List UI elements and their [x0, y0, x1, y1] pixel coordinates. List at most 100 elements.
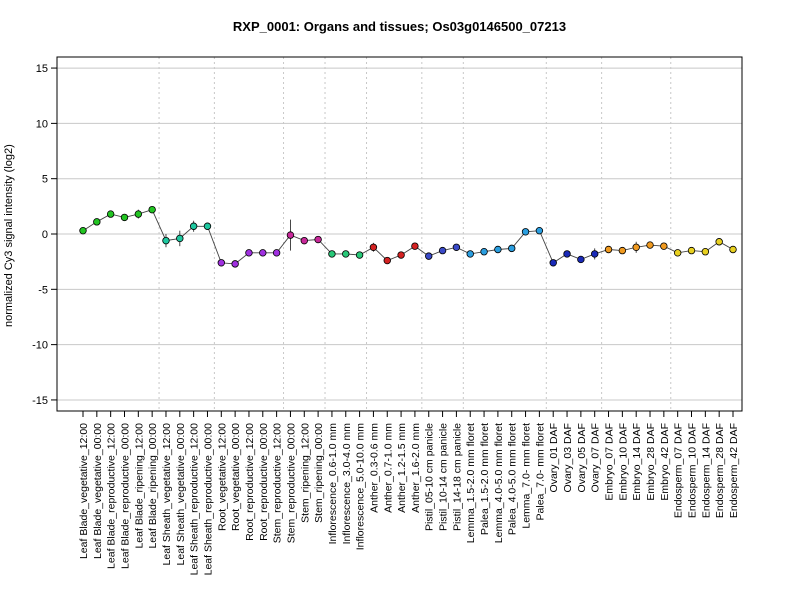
- x-tick-label: Lemma_4.0-5.0 mm floret: [493, 423, 505, 543]
- x-tick-label: Pistil_05-10 cm panicle: [424, 423, 436, 531]
- data-point: [245, 249, 253, 257]
- data-point: [342, 250, 350, 258]
- x-tick-label: Leaf Blade_vegetative_00:00: [92, 423, 104, 559]
- x-tick-label: Lemma_1.5-2.0 mm floret: [465, 423, 477, 543]
- axis-layer: [56, 56, 743, 417]
- data-point: [466, 250, 474, 258]
- x-tick-label: Lemma_7.0- mm floret: [521, 423, 533, 529]
- x-tick-label: Leaf Sheath_vegetative_00:00: [175, 423, 187, 566]
- x-tick-label: Root_vegetative_12:00: [216, 423, 228, 531]
- y-tick-label: 15: [36, 63, 48, 75]
- x-tick-label: Embryo_14 DAF: [631, 423, 643, 501]
- data-point: [272, 249, 281, 257]
- x-tick-label: Stem_reproductive_12:00: [272, 423, 284, 543]
- x-tick-label: Stem_ripening_00:00: [313, 423, 325, 523]
- chart-title: RXP_0001: Organs and tissues; Os03g01465…: [232, 19, 567, 34]
- x-tick-label: Anther_1.2-1.5 mm: [396, 423, 408, 513]
- data-point: [383, 256, 391, 265]
- x-tick-label: Pistil_10-14 cm panicle: [438, 423, 450, 531]
- data-point: [134, 210, 143, 218]
- data-point: [106, 210, 115, 218]
- data-point: [660, 242, 668, 250]
- data-point: [521, 228, 530, 236]
- data-point: [452, 243, 461, 251]
- data-point: [328, 250, 336, 258]
- x-tick-label: Embryo_10 DAF: [617, 423, 629, 501]
- data-point: [355, 251, 364, 259]
- data-point: [369, 243, 378, 251]
- x-tick-label: Ovary_05 DAF: [576, 423, 588, 492]
- data-point: [604, 245, 613, 254]
- data-point: [203, 222, 212, 230]
- y-tick-layer: -15 -10 -5 0 5 10 15: [32, 63, 57, 407]
- data-point: [217, 259, 225, 267]
- data-point: [314, 235, 322, 244]
- x-tick-label: Ovary_07 DAF: [590, 423, 602, 492]
- x-tick-label: Leaf Blade_reproductive_00:00: [119, 423, 131, 569]
- x-tick-label: Inflorescence_0.6-1.0 mm: [327, 423, 339, 545]
- x-tick-label: Root_reproductive_12:00: [244, 423, 256, 541]
- x-tick-label: Endosperm_42 DAF: [728, 423, 740, 518]
- x-tick-label: Leaf Blade_vegetative_12:00: [78, 423, 90, 559]
- x-tick-label: Root_vegetative_00:00: [230, 423, 242, 531]
- group-separator-layer: [158, 57, 672, 411]
- data-point: [397, 251, 405, 259]
- x-tick-label: Ovary_01 DAF: [548, 423, 560, 492]
- data-point: [480, 247, 488, 256]
- data-point: [231, 260, 239, 268]
- x-tick-label: Root_reproductive_00:00: [258, 423, 270, 541]
- data-point: [79, 226, 87, 235]
- x-tick-label: Endosperm_14 DAF: [700, 423, 712, 518]
- x-tick-label: Inflorescence_5.0-10.0 mm: [355, 423, 367, 550]
- data-point: [189, 222, 198, 230]
- data-point: [535, 226, 544, 235]
- x-tick-label: Leaf Blade_ripening_00:00: [147, 423, 159, 549]
- y-tick-label: -10: [32, 340, 48, 352]
- x-tick-label: Embryo_42 DAF: [659, 423, 671, 501]
- data-point: [120, 213, 129, 222]
- data-point: [286, 231, 295, 239]
- data-point: [176, 234, 184, 243]
- x-tick-label: Anther_1.6-2.0 mm: [410, 423, 422, 513]
- x-tick-label: Anther_0.3-0.6 mm: [368, 423, 380, 513]
- x-tick-label: Palea_1.5-2.0 mm floret: [479, 423, 491, 535]
- data-point: [549, 259, 557, 267]
- data-point: [438, 246, 447, 255]
- data-point: [93, 218, 101, 226]
- data-point: [687, 246, 696, 255]
- data-point: [162, 236, 170, 245]
- x-tick-label: Palea_4.0-5.0 mm floret: [507, 423, 519, 535]
- data-point: [425, 252, 433, 260]
- x-tick-label: Embryo_28 DAF: [645, 423, 657, 501]
- data-point: [259, 249, 267, 257]
- x-tick-label: Inflorescence_3.0-4.0 mm: [341, 423, 353, 545]
- x-tick-label: Stem_ripening_12:00: [299, 423, 311, 523]
- x-tick-label: Stem_reproductive_00:00: [285, 423, 297, 543]
- x-tick-label-layer: Leaf Blade_vegetative_12:00 Leaf Blade_ve…: [78, 423, 740, 576]
- grid-layer: [57, 67, 742, 401]
- x-tick-label: Endosperm_28 DAF: [714, 423, 726, 518]
- y-tick-label: 5: [42, 174, 48, 186]
- x-tick-label: Endosperm_10 DAF: [687, 423, 699, 518]
- x-tick-label: Leaf Sheath_reproductive_00:00: [202, 423, 214, 576]
- x-tick-label: Leaf Sheath_vegetative_12:00: [161, 423, 173, 566]
- x-tick-label: Leaf Sheath_reproductive_12:00: [189, 423, 201, 576]
- data-point: [300, 236, 308, 245]
- data-point: [563, 250, 571, 258]
- data-point: [632, 243, 640, 251]
- data-point: [646, 241, 654, 249]
- x-tick-label: Ovary_03 DAF: [562, 423, 574, 492]
- x-tick-label: Leaf Blade_ripening_12:00: [133, 423, 145, 549]
- data-point: [411, 242, 419, 250]
- x-tick-label: Embryo_07 DAF: [604, 423, 616, 501]
- x-tick-label: Pistil_14-18 cm panicle: [451, 423, 463, 531]
- x-tick-label: Leaf Blade_reproductive_12:00: [106, 423, 118, 569]
- data-point: [618, 246, 627, 255]
- y-tick-label: 0: [42, 229, 48, 241]
- data-point: [715, 238, 723, 246]
- y-tick-label: -5: [38, 284, 48, 296]
- data-point: [577, 255, 585, 264]
- data-point: [729, 245, 737, 254]
- data-point-layer: [79, 205, 737, 268]
